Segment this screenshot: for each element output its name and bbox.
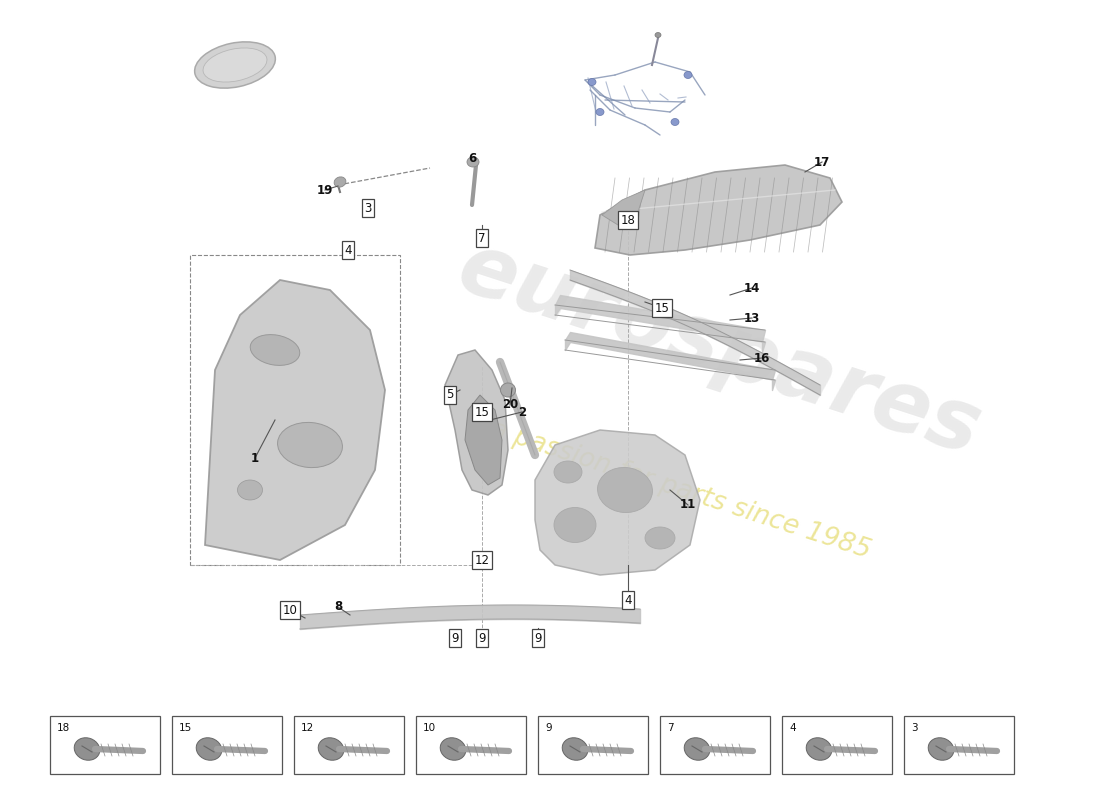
Ellipse shape <box>562 738 587 760</box>
Text: 17: 17 <box>814 155 830 169</box>
Ellipse shape <box>277 422 342 467</box>
Polygon shape <box>205 280 385 560</box>
Ellipse shape <box>500 383 516 397</box>
Text: 12: 12 <box>474 554 490 566</box>
Ellipse shape <box>250 334 300 366</box>
Ellipse shape <box>596 109 604 115</box>
Bar <box>172 716 282 774</box>
Text: 9: 9 <box>535 631 541 645</box>
Ellipse shape <box>597 467 652 513</box>
Ellipse shape <box>806 738 832 760</box>
Text: 13: 13 <box>744 311 760 325</box>
Text: 11: 11 <box>680 498 696 511</box>
Ellipse shape <box>554 507 596 542</box>
Ellipse shape <box>588 78 596 86</box>
Bar <box>190 255 400 565</box>
Bar <box>660 716 770 774</box>
Text: 2: 2 <box>518 406 526 418</box>
Ellipse shape <box>671 118 679 126</box>
Text: 5: 5 <box>447 389 453 402</box>
Text: 18: 18 <box>620 214 636 226</box>
Text: 4: 4 <box>789 723 795 733</box>
Ellipse shape <box>74 738 100 760</box>
Text: 7: 7 <box>478 231 486 245</box>
Ellipse shape <box>654 33 661 38</box>
Text: 3: 3 <box>911 723 917 733</box>
Ellipse shape <box>204 48 267 82</box>
Text: eurospares: eurospares <box>449 226 992 474</box>
Text: 10: 10 <box>283 603 297 617</box>
Text: 3: 3 <box>364 202 372 214</box>
Text: 15: 15 <box>179 723 192 733</box>
Polygon shape <box>465 395 502 485</box>
Text: 4: 4 <box>344 243 352 257</box>
Ellipse shape <box>238 480 263 500</box>
Text: 10: 10 <box>424 723 436 733</box>
Text: 14: 14 <box>744 282 760 294</box>
Polygon shape <box>595 165 842 255</box>
Text: 1: 1 <box>251 451 260 465</box>
Text: 8: 8 <box>334 601 342 614</box>
Bar <box>416 716 526 774</box>
Bar <box>50 716 160 774</box>
Polygon shape <box>446 350 508 495</box>
Text: 12: 12 <box>301 723 315 733</box>
Bar <box>904 716 1014 774</box>
Ellipse shape <box>195 42 275 88</box>
Text: 19: 19 <box>317 183 333 197</box>
Text: a passion for parts since 1985: a passion for parts since 1985 <box>486 416 873 564</box>
Text: 20: 20 <box>502 398 518 411</box>
Text: 6: 6 <box>468 151 476 165</box>
Ellipse shape <box>440 738 465 760</box>
Bar <box>538 716 648 774</box>
Ellipse shape <box>684 71 692 78</box>
Text: 7: 7 <box>667 723 673 733</box>
Ellipse shape <box>928 738 954 760</box>
Ellipse shape <box>684 738 710 760</box>
Bar <box>294 716 404 774</box>
Ellipse shape <box>554 461 582 483</box>
Bar <box>782 716 892 774</box>
Polygon shape <box>535 430 700 575</box>
Text: 16: 16 <box>754 351 770 365</box>
Polygon shape <box>602 190 645 225</box>
Text: 9: 9 <box>544 723 551 733</box>
Text: 15: 15 <box>474 406 490 418</box>
Ellipse shape <box>196 738 222 760</box>
Ellipse shape <box>468 157 478 167</box>
Text: 9: 9 <box>478 631 486 645</box>
Text: 15: 15 <box>654 302 670 314</box>
Ellipse shape <box>318 738 344 760</box>
Ellipse shape <box>334 177 345 187</box>
Text: 18: 18 <box>57 723 70 733</box>
Ellipse shape <box>645 527 675 549</box>
Text: 4: 4 <box>625 594 631 606</box>
Text: 9: 9 <box>451 631 459 645</box>
